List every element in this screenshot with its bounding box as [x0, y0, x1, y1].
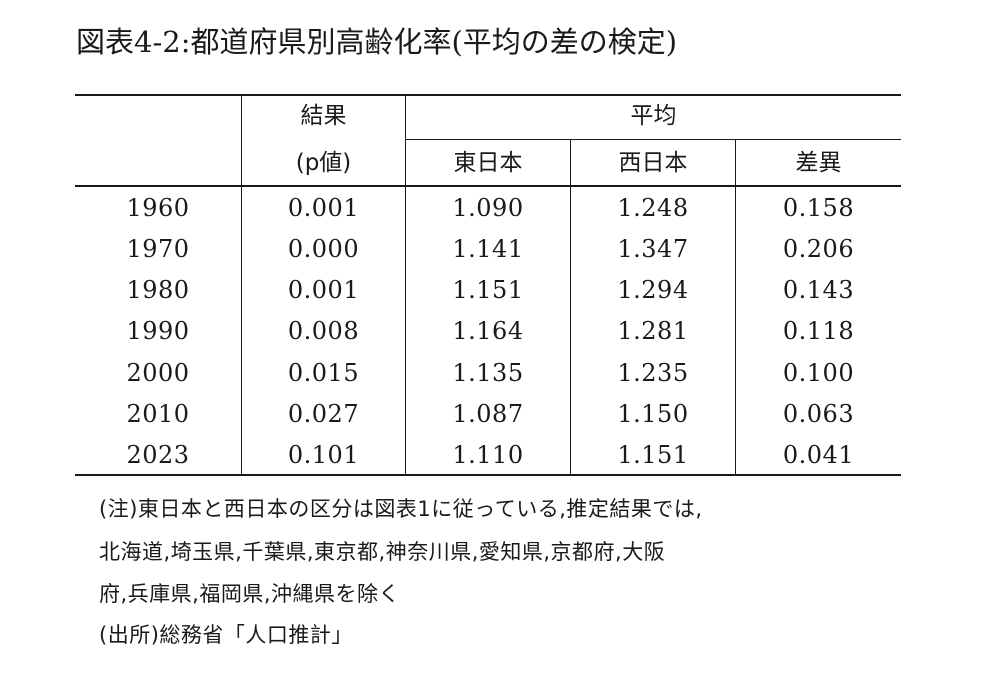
west-cell: 1.281	[617, 317, 689, 345]
p-value-cell: 0.015	[287, 359, 360, 387]
table-bottom-rule	[75, 474, 901, 476]
note-line-1: (注)東日本と西日本の区分は図表1に従っている,推定結果では,	[99, 497, 703, 521]
p-value-cell: 0.101	[287, 441, 360, 469]
results-table: 結果 (p値) 平均 東日本 西日本 差異 1960 0.001 1.090 1…	[75, 94, 901, 476]
diff-cell: 0.063	[782, 400, 855, 428]
year-cell: 2000	[126, 359, 190, 387]
p-value-cell: 0.008	[287, 317, 360, 345]
p-value-cell: 0.000	[287, 235, 360, 263]
p-value-cell: 0.027	[287, 400, 360, 428]
header-result-sub: (p値)	[295, 150, 352, 176]
header-bottom-rule	[75, 185, 901, 187]
east-cell: 1.151	[452, 276, 524, 304]
diff-cell: 0.143	[782, 276, 855, 304]
header-diff: 差異	[795, 150, 842, 176]
header-west: 西日本	[618, 150, 688, 176]
west-cell: 1.347	[617, 235, 689, 263]
diff-cell: 0.118	[782, 317, 855, 345]
year-cell: 1990	[126, 317, 190, 345]
year-cell: 2010	[126, 400, 190, 428]
mean-subheader-rule	[405, 139, 901, 140]
east-cell: 1.164	[452, 317, 524, 345]
west-cell: 1.294	[617, 276, 689, 304]
west-cell: 1.151	[617, 441, 689, 469]
west-cell: 1.150	[617, 400, 689, 428]
diff-cell: 0.041	[782, 441, 855, 469]
header-mean: 平均	[630, 103, 677, 129]
west-cell: 1.235	[617, 359, 689, 387]
east-cell: 1.110	[452, 441, 524, 469]
p-value-cell: 0.001	[287, 276, 360, 304]
year-cell: 2023	[126, 441, 190, 469]
year-column-divider	[241, 94, 242, 476]
header-east: 東日本	[453, 150, 523, 176]
year-cell: 1960	[126, 194, 190, 222]
p-value-cell: 0.001	[287, 194, 360, 222]
table-top-rule	[75, 94, 901, 96]
source-note: (出所)総務省「人口推計」	[99, 623, 353, 647]
diff-cell: 0.158	[782, 194, 855, 222]
east-west-divider	[570, 139, 571, 476]
east-cell: 1.087	[452, 400, 524, 428]
header-result: 結果	[300, 103, 347, 129]
result-column-divider	[405, 94, 406, 476]
west-diff-divider	[735, 139, 736, 476]
note-line-3: 府,兵庫県,福岡県,沖縄県を除く	[99, 582, 401, 606]
year-cell: 1980	[126, 276, 190, 304]
year-cell: 1970	[126, 235, 190, 263]
east-cell: 1.090	[452, 194, 524, 222]
diff-cell: 0.100	[782, 359, 855, 387]
west-cell: 1.248	[617, 194, 689, 222]
note-line-2: 北海道,埼玉県,千葉県,東京都,神奈川県,愛知県,京都府,大阪	[99, 540, 666, 564]
figure-title: 図表4-2:都道府県別高齢化率(平均の差の検定)	[76, 25, 678, 59]
east-cell: 1.141	[452, 235, 524, 263]
east-cell: 1.135	[452, 359, 524, 387]
diff-cell: 0.206	[782, 235, 855, 263]
